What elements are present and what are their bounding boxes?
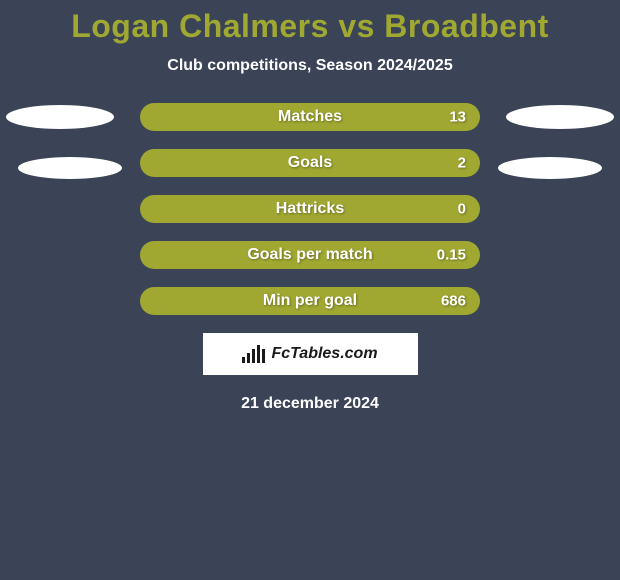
- stat-bar: Min per goal 686: [140, 287, 480, 315]
- page-title: Logan Chalmers vs Broadbent: [0, 8, 620, 45]
- stat-label: Goals per match: [247, 246, 372, 264]
- stat-bars: Matches 13 Goals 2 Hattricks 0 Goals per…: [140, 103, 480, 315]
- stat-label: Matches: [278, 108, 342, 126]
- stat-label: Min per goal: [263, 292, 357, 310]
- player-right-oval: [498, 157, 602, 179]
- attribution-badge: FcTables.com: [203, 333, 418, 375]
- player-right-oval: [506, 105, 614, 129]
- attribution-text: FcTables.com: [271, 345, 377, 363]
- stat-label: Hattricks: [276, 200, 344, 218]
- stat-value: 686: [441, 293, 466, 310]
- date-label: 21 december 2024: [0, 395, 620, 413]
- stat-value: 13: [449, 109, 466, 126]
- stat-value: 0: [458, 201, 466, 218]
- stat-bar: Matches 13: [140, 103, 480, 131]
- fctables-logo-icon: [242, 345, 265, 363]
- stats-area: Matches 13 Goals 2 Hattricks 0 Goals per…: [0, 103, 620, 315]
- player-left-oval: [18, 157, 122, 179]
- stat-label: Goals: [288, 154, 332, 172]
- stat-value: 2: [458, 155, 466, 172]
- stat-value: 0.15: [437, 247, 466, 264]
- stat-bar: Goals per match 0.15: [140, 241, 480, 269]
- comparison-infographic: Logan Chalmers vs Broadbent Club competi…: [0, 0, 620, 413]
- subtitle: Club competitions, Season 2024/2025: [0, 57, 620, 75]
- stat-bar: Hattricks 0: [140, 195, 480, 223]
- stat-bar: Goals 2: [140, 149, 480, 177]
- player-left-oval: [6, 105, 114, 129]
